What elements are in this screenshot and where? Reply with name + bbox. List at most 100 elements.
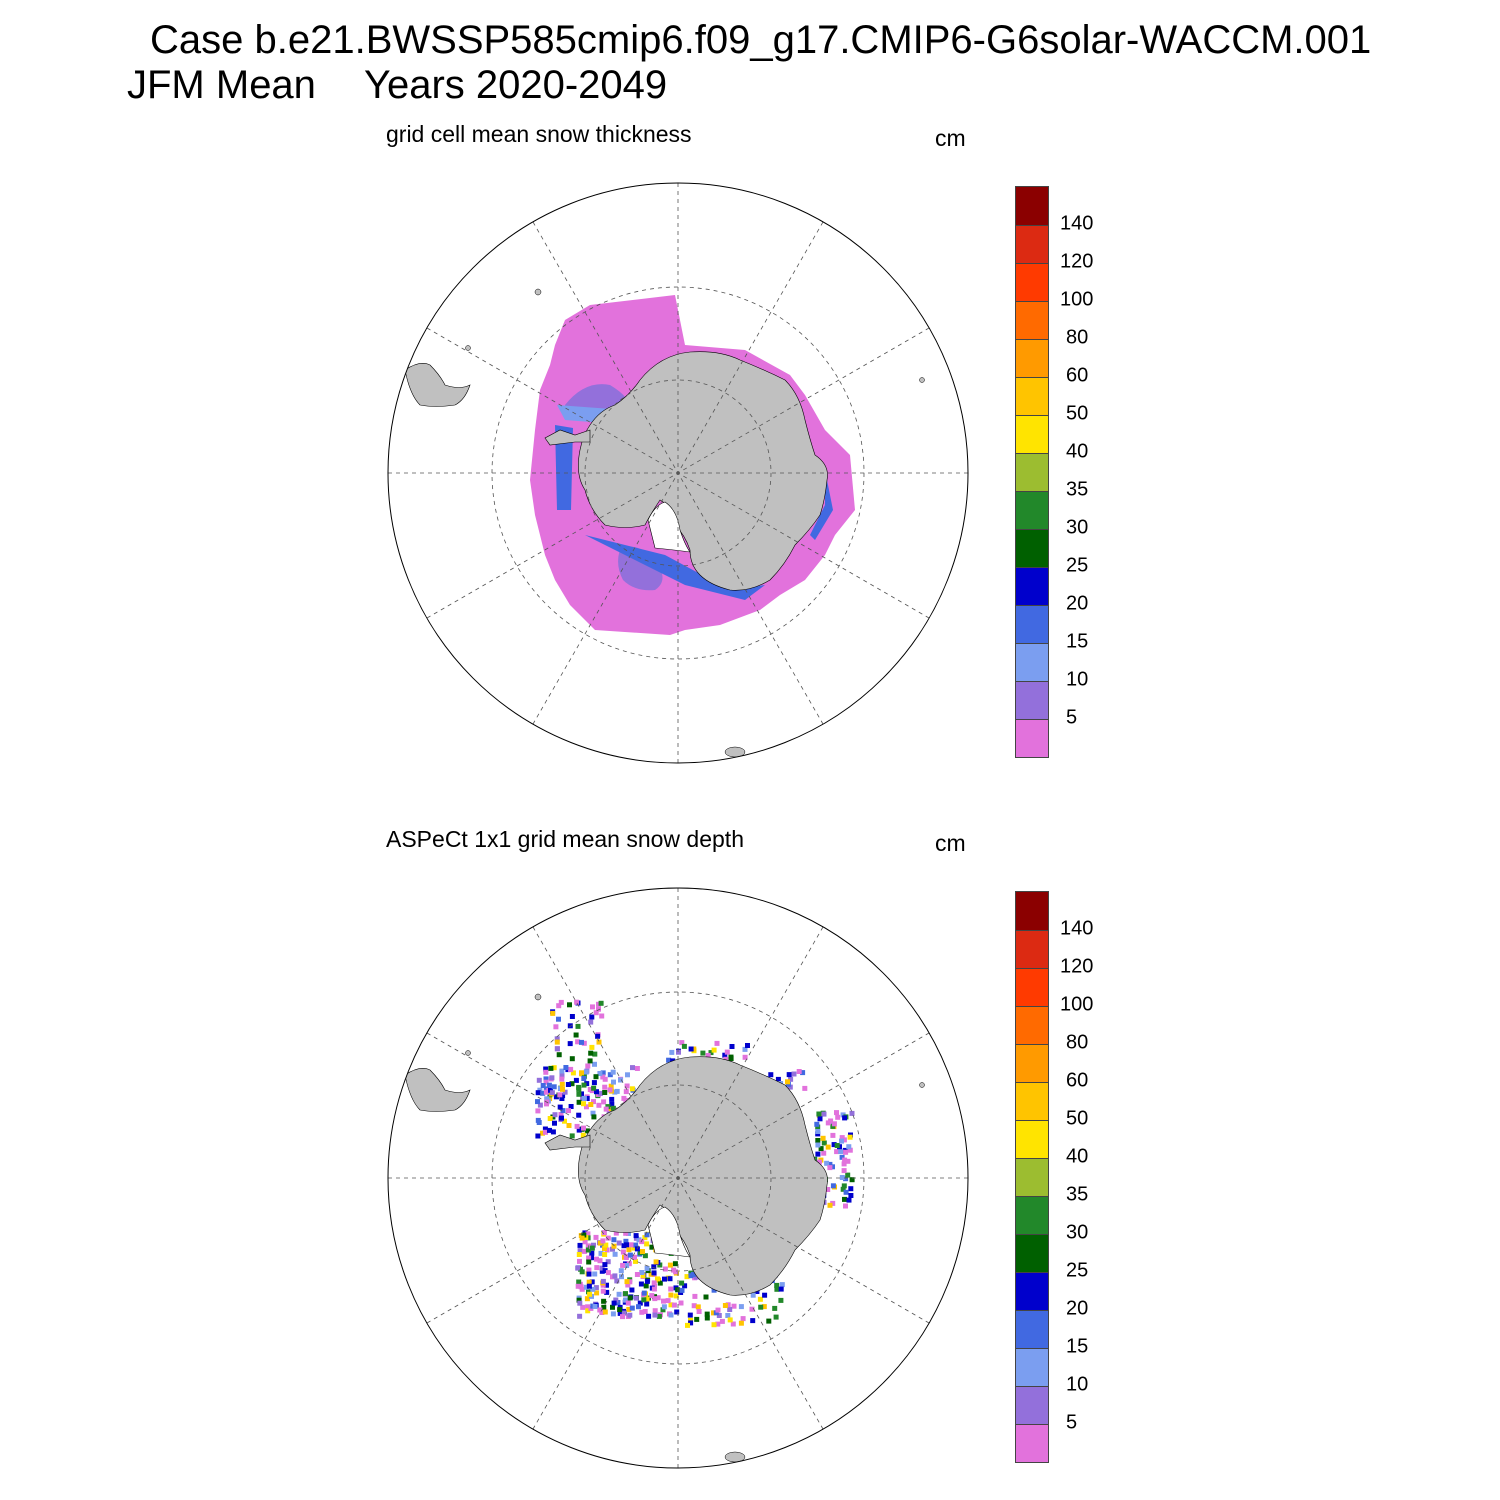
observation-cell <box>648 1271 654 1277</box>
observation-cell <box>569 1056 575 1062</box>
observation-cell <box>694 1316 700 1322</box>
observation-cell <box>587 1087 593 1092</box>
colorbar-swatch <box>1016 968 1048 1006</box>
observation-cell <box>550 1010 556 1016</box>
observation-cell <box>562 1118 567 1124</box>
observation-cell <box>644 1278 650 1284</box>
observation-cell <box>724 1049 730 1055</box>
observation-cell <box>841 1168 847 1174</box>
observation-cell <box>839 1135 845 1141</box>
observation-cell <box>830 1132 836 1138</box>
colorbar-swatch <box>1016 567 1048 605</box>
observation-cell <box>848 1193 854 1198</box>
observation-cell <box>616 1291 622 1297</box>
observation-cell <box>628 1242 634 1248</box>
observation-cell <box>646 1313 652 1319</box>
observation-cell <box>636 1237 642 1243</box>
observation-cell <box>668 1292 674 1298</box>
observation-cell <box>596 1001 601 1007</box>
observation-cell <box>612 1273 618 1279</box>
colorbar-swatch <box>1016 1158 1048 1196</box>
observation-cell <box>602 1076 608 1082</box>
colorbar-label: 5 <box>1066 1411 1078 1434</box>
observation-cell <box>573 1077 579 1083</box>
observation-cell <box>596 1006 601 1012</box>
observation-cell <box>593 1234 599 1240</box>
observation-cell <box>559 1068 565 1074</box>
observation-cell <box>768 1072 774 1078</box>
observation-cell <box>649 1293 655 1299</box>
south-america <box>404 363 471 407</box>
observation-cell <box>619 1274 624 1280</box>
observation-cell <box>679 1287 685 1293</box>
colorbar-swatch <box>1016 681 1048 719</box>
ross-ice-shelf <box>647 501 691 553</box>
observation-cell <box>535 1108 541 1114</box>
observation-cell <box>704 1311 710 1317</box>
colorbar-label: 15 <box>1066 1335 1089 1358</box>
observation-cell <box>576 1086 582 1092</box>
observation-cell <box>673 1269 679 1275</box>
colorbar-swatch <box>1016 225 1048 263</box>
observation-cell <box>840 1112 846 1118</box>
observation-cell <box>537 1102 543 1108</box>
observation-cell <box>579 1269 585 1275</box>
observation-cell <box>662 1266 668 1272</box>
observation-cell <box>536 1120 542 1125</box>
observation-cell <box>600 1070 606 1076</box>
observation-cell <box>685 1322 690 1328</box>
observation-cell <box>543 1079 549 1085</box>
observation-cell <box>713 1310 719 1316</box>
observation-cell <box>568 1066 574 1072</box>
observation-cell <box>842 1157 848 1163</box>
observation-cell <box>584 1081 590 1087</box>
observation-cell <box>623 1230 629 1236</box>
observation-cell <box>676 1049 681 1055</box>
observation-cell <box>821 1140 827 1146</box>
observation-cell <box>728 1056 734 1061</box>
observation-cell <box>590 1110 596 1116</box>
observation-cell <box>644 1301 650 1307</box>
observation-cell <box>788 1076 794 1082</box>
observation-cell <box>546 1082 552 1088</box>
observation-cell <box>537 1087 543 1093</box>
observation-cell <box>684 1274 690 1280</box>
observation-cell <box>825 1187 831 1192</box>
colorbar-swatch <box>1016 1348 1048 1386</box>
observation-cell <box>774 1282 780 1288</box>
observation-cell <box>588 1050 594 1056</box>
observation-cell <box>656 1313 662 1319</box>
observation-cell <box>849 1110 855 1116</box>
observation-cell <box>815 1138 821 1143</box>
observation-cell <box>627 1279 633 1285</box>
observation-cell <box>641 1297 647 1303</box>
observation-cell <box>551 1065 557 1071</box>
colorbar-swatch <box>1016 339 1048 377</box>
observation-cell <box>785 1079 790 1085</box>
observation-cell <box>814 1121 820 1127</box>
graticule <box>388 888 968 1468</box>
colorbar-swatch <box>1016 1424 1048 1462</box>
observation-cell <box>626 1231 631 1236</box>
panel2-units: cm <box>935 830 966 856</box>
graticule <box>388 183 968 763</box>
observation-cell <box>603 1242 609 1248</box>
observation-cell <box>581 1095 587 1101</box>
observation-cell <box>576 1091 582 1097</box>
observation-cell <box>625 1072 630 1078</box>
observation-cell <box>787 1084 793 1090</box>
observation-cell <box>762 1292 768 1298</box>
observation-cell <box>816 1111 822 1117</box>
observation-cell <box>604 1289 610 1295</box>
colorbar-label: 35 <box>1066 478 1089 501</box>
observation-cell <box>587 1058 593 1064</box>
observation-cell <box>611 1243 617 1249</box>
observation-cell <box>574 999 580 1005</box>
observation-cell <box>845 1172 851 1178</box>
observation-cell <box>824 1160 830 1166</box>
observation-cell <box>661 1304 667 1310</box>
observation-cell <box>566 1123 572 1128</box>
observation-cell <box>578 1233 584 1238</box>
observation-cell <box>711 1287 717 1293</box>
colorbar-swatch <box>1016 605 1048 643</box>
